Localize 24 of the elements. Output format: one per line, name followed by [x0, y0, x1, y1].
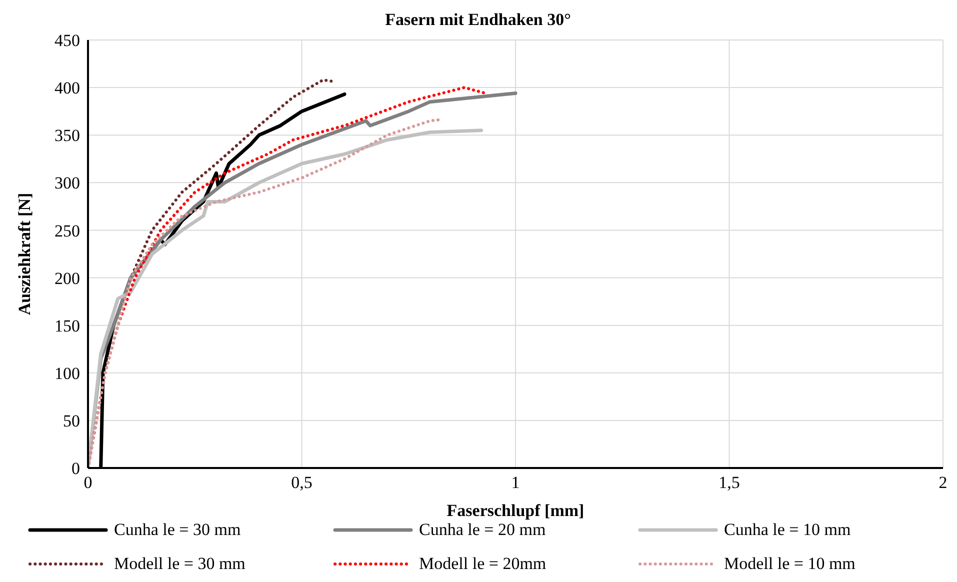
y-tick-label: 400 — [54, 78, 80, 98]
y-tick-label: 150 — [54, 316, 80, 336]
x-tick-label: 1 — [511, 473, 520, 492]
y-tick-label: 50 — [63, 411, 80, 430]
x-tick-label: 1,5 — [718, 473, 740, 492]
y-tick-label: 100 — [54, 364, 80, 383]
x-tick-label: 0,5 — [291, 473, 312, 492]
legend-label: Cunha le = 30 mm — [114, 520, 241, 540]
chart-title: Fasern mit Endhaken 30° — [385, 10, 571, 29]
y-tick-label: 350 — [54, 126, 80, 146]
y-axis-title: Ausziehkraft [N] — [15, 192, 34, 316]
legend-label: Modell le = 20mm — [419, 554, 546, 574]
legend-label: Modell le = 30 mm — [114, 554, 246, 574]
x-tick-label: 0 — [84, 473, 92, 492]
legend-label: Cunha le = 20 mm — [419, 520, 546, 540]
legend-label: Modell le = 10 mm — [724, 554, 856, 574]
x-axis-title: Faserschlupf [mm] — [446, 501, 584, 520]
y-tick-label: 450 — [54, 31, 80, 50]
x-tick-label: 2 — [938, 473, 948, 492]
legend-label: Cunha le = 10 mm — [724, 520, 851, 540]
y-tick-label: 300 — [54, 174, 80, 193]
y-tick-label: 0 — [72, 459, 80, 478]
y-tick-label: 250 — [54, 221, 80, 240]
y-tick-label: 200 — [54, 268, 80, 288]
